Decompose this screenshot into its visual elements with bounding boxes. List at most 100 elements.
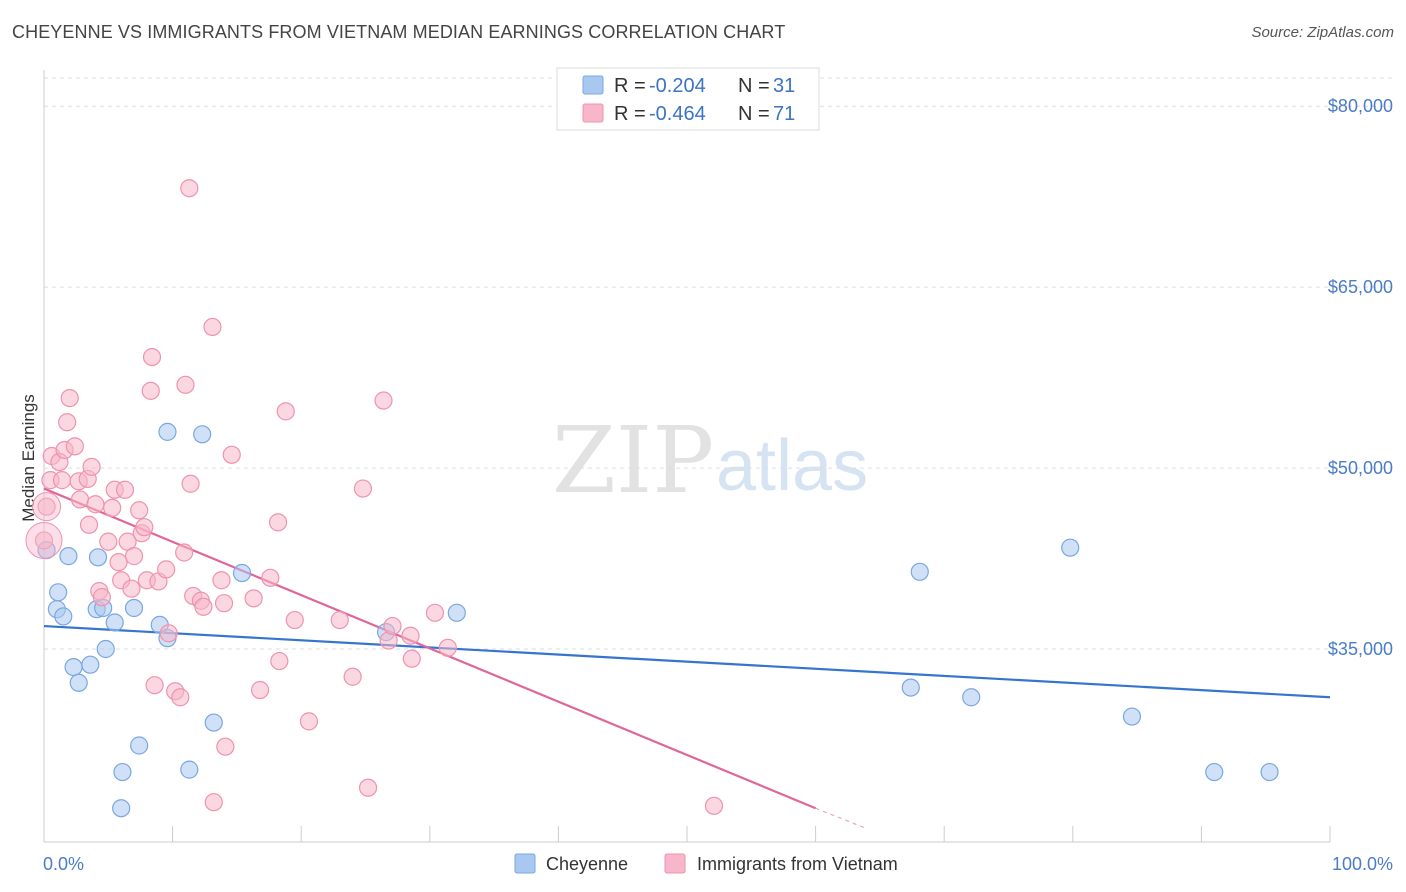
legend-r-value-2: -0.464 [649,103,706,125]
point-s1-25 [122,579,141,598]
point-s0-23 [232,563,252,583]
chart-title: CHEYENNE VS IMMIGRANTS FROM VIETNAM MEDI… [12,22,786,42]
point-s1-31 [141,381,160,400]
point-s1-64 [374,391,393,410]
point-s0-15 [124,598,144,618]
point-s0-2 [49,583,68,602]
point-s1-68 [402,649,421,668]
trend-line-s1 [43,487,817,810]
y-tick-label-1: $65,000 [1328,277,1393,297]
point-s1-52 [244,589,263,608]
point-s1-21 [109,553,128,572]
point-s0-20 [180,760,199,779]
point-s1-35 [157,560,176,579]
grid-lines [44,77,1395,650]
point-s0-25 [447,603,466,622]
point-s1-18 [99,532,118,551]
y-tick-labels: $80,000 $65,000 $50,000 $35,000 [1328,96,1393,659]
legend-swatch-cheyenne [582,75,604,95]
point-s1-47 [204,793,223,812]
x-tick-label-0: 0.0% [43,854,84,874]
point-s1-63 [358,778,378,797]
watermark-atlas: atlas [716,426,868,506]
watermark-zip: ZIP [552,407,714,514]
point-s1-1 [37,497,56,516]
point-s0-9 [88,548,108,567]
point-s1-19 [103,498,122,517]
y-tick-label-3: $35,000 [1328,639,1393,659]
point-s1-26 [124,547,144,566]
point-s0-32 [1260,762,1279,782]
point-s1-5 [52,471,72,490]
trend-line-dashed-s1 [815,807,868,830]
point-s1-9 [65,437,84,456]
legend-r-label-1: R = [614,75,646,97]
point-s1-13 [79,515,99,534]
point-s1-57 [276,402,295,421]
bottom-legend-swatch-cheyenne [514,853,536,874]
chart-source: Source: ZipAtlas.com [1251,24,1394,41]
legend-r-label-2: R = [614,103,646,125]
point-s1-46 [203,317,222,337]
x-tick-label-1: 100.0% [1332,854,1393,874]
legend-swatch-vietnam [582,103,604,123]
point-s1-54 [261,568,280,587]
point-s1-58 [285,610,304,630]
point-s1-17 [92,588,111,607]
y-axis-label: Median Earnings [19,394,38,522]
point-s1-71 [704,796,724,815]
point-s1-45 [194,597,213,616]
point-s1-7 [58,413,77,432]
point-s1-48 [212,571,231,590]
point-s0-28 [962,688,981,707]
trend-line-s0 [43,624,1331,699]
point-s1-41 [180,179,199,198]
point-s1-36 [159,624,178,643]
point-cluster-vietnam [25,521,63,559]
point-s0-22 [204,713,223,732]
legend-n-value-2: 71 [773,103,795,125]
point-s1-56 [270,651,289,671]
legend-n-label-1: N = [738,75,770,97]
point-s1-32 [142,347,162,367]
y-tick-label-2: $50,000 [1328,458,1393,478]
trend-lines [43,487,1331,830]
bottom-legend: Cheyenne Immigrants from Vietnam [514,853,898,874]
point-s0-12 [105,613,124,632]
point-s1-70 [438,638,457,657]
point-s1-11 [70,490,90,509]
point-s1-62 [353,479,373,498]
point-s0-27 [910,562,929,581]
point-s1-67 [401,626,420,645]
legend-r-value-1: -0.204 [649,75,706,97]
point-s0-6 [69,673,88,692]
top-legend: R = -0.204 N = 31 R = -0.464 N = 71 [556,67,820,131]
x-tick-labels: 0.0% 100.0% [43,854,1393,874]
point-s1-15 [86,495,105,514]
point-s0-16 [130,736,149,755]
point-s1-0 [34,531,54,550]
legend-n-label-2: N = [738,103,770,125]
point-s1-53 [250,680,270,700]
point-s1-66 [383,616,402,636]
point-s1-69 [425,603,445,622]
point-s1-8 [60,389,79,408]
point-s0-14 [113,762,132,782]
point-s0-4 [59,547,78,566]
data-points [25,179,1279,818]
point-s1-14 [82,457,101,476]
point-s1-38 [171,688,190,707]
point-s1-40 [176,375,195,394]
point-s1-51 [222,445,241,464]
point-s0-30 [1122,707,1142,726]
point-s1-33 [145,676,164,695]
point-s0-11 [96,639,115,659]
point-s1-61 [343,667,362,686]
point-s1-29 [135,518,154,537]
y-tick-label-0: $80,000 [1328,96,1393,116]
point-s0-21 [193,425,212,444]
point-s1-55 [268,513,288,532]
bottom-legend-label-cheyenne: Cheyenne [546,854,628,874]
point-s1-60 [330,610,349,630]
